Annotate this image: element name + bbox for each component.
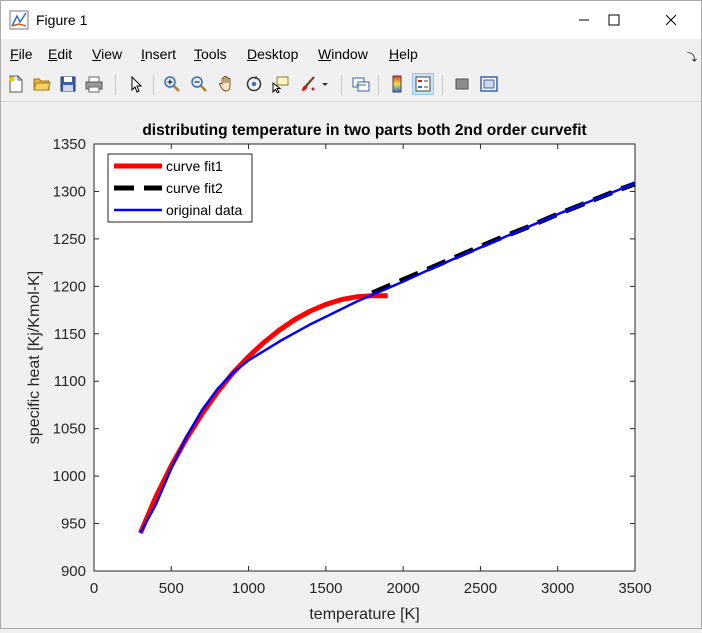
maximize-icon [608,14,620,26]
save-button[interactable] [57,73,79,95]
chart-title: distributing temperature in two parts bo… [142,122,586,139]
x-tick-label: 3000 [541,580,574,597]
edit-plot-button[interactable] [125,73,147,95]
figure-canvas: 0 500 1000 1500 2000 2500 3000 3500 900 950 1000 1… [1,102,701,628]
menu-bar: File Edit View Insert Tools Desktop Wind… [1,41,701,67]
toolbar-separator [115,75,116,95]
y-tick-label: 1350 [53,136,86,153]
y-tick-label: 950 [61,516,86,533]
x-tick-label: 0 [90,580,98,597]
brush-icon [302,76,315,91]
toolbar-separator [153,75,154,95]
plot-series [138,181,636,534]
print-icon [85,76,103,93]
x-axis-ticks: 0 500 1000 1500 2000 2500 3000 3500 [90,144,652,597]
menu-help[interactable]: Help [389,46,418,62]
menu-insert[interactable]: Insert [141,46,177,62]
menu-edit[interactable]: Edit [48,46,73,62]
x-tick-label: 1500 [309,580,342,597]
pointer-icon [131,75,143,93]
minimize-button[interactable] [561,1,607,39]
minimize-icon [579,19,589,21]
toolbar-separator [442,75,443,95]
y-axis-ticks: 900 950 1000 1050 1100 1150 1200 1250 1300 1350 [53,136,635,580]
insert-colorbar-button[interactable] [386,73,408,95]
menu-desktop[interactable]: Desktop [247,46,299,62]
toolbar-separator [378,75,379,95]
dock-arrow-icon[interactable]: ⤵ [687,53,697,64]
hide-plot-tools-icon [455,78,469,90]
pan-button[interactable] [215,73,237,95]
y-tick-label: 1250 [53,231,86,248]
menu-view[interactable]: View [92,46,123,62]
x-axis-label: temperature [K] [309,606,419,623]
y-tick-label: 1050 [53,421,86,438]
toolbar-separator [341,75,342,95]
menu-window[interactable]: Window [318,46,368,62]
title-bar[interactable]: Figure 1 [1,1,701,39]
colorbar-icon [392,75,402,93]
axes-box [93,143,636,572]
pan-hand-icon [218,76,231,92]
legend[interactable]: curve fit1 curve fit2 original data [107,153,253,223]
x-tick-label: 500 [159,580,184,597]
insert-legend-button[interactable] [412,73,434,95]
x-tick-label: 2000 [386,580,419,597]
plot-canvas[interactable]: 0 500 1000 1500 2000 2500 3000 3500 900 950 1000 1… [1,102,701,628]
print-button[interactable] [83,73,105,95]
hide-plot-tools-button[interactable] [451,73,473,95]
y-tick-label: 1150 [54,326,86,343]
open-file-button[interactable] [31,73,53,95]
maximize-button[interactable] [591,1,637,39]
show-plot-tools-button[interactable] [478,73,500,95]
legend-label-original-data: original data [166,202,242,218]
zoom-in-icon [164,76,180,92]
y-tick-label: 900 [61,563,86,580]
rotate-3d-icon [246,76,262,92]
window-title: Figure 1 [36,12,88,28]
brush-dropdown-button[interactable] [319,73,331,95]
zoom-out-icon [191,76,207,92]
legend-icon [415,76,431,92]
zoom-out-button[interactable] [188,73,210,95]
y-axis-label: specific heat [Kj/Kmol-K] [26,271,43,444]
open-file-icon [33,78,51,91]
y-tick-label: 1300 [53,183,86,200]
close-button[interactable] [648,1,694,39]
brush-button[interactable] [297,73,319,95]
series-line-original-data [139,181,636,534]
legend-label-curve-fit2: curve fit2 [166,180,223,196]
legend-label-curve-fit1: curve fit1 [166,158,223,174]
x-tick-label: 1000 [232,580,265,597]
link-plot-button[interactable] [350,73,372,95]
link-plot-icon [352,77,370,92]
brush-dropdown-icon [322,83,328,86]
menu-tools[interactable]: Tools [194,46,227,62]
y-tick-label: 1100 [54,373,86,390]
rotate-3d-button[interactable] [243,73,265,95]
new-figure-icon [9,75,23,93]
save-icon [60,76,76,92]
zoom-in-button[interactable] [161,73,183,95]
figure-toolbar [1,69,701,102]
data-cursor-button[interactable] [269,73,291,95]
new-figure-button[interactable] [5,73,27,95]
show-plot-tools-icon [480,76,498,92]
data-cursor-icon [272,76,289,93]
x-tick-label: 2500 [464,580,497,597]
y-tick-label: 1000 [53,468,86,485]
matlab-icon [9,10,29,30]
menu-file[interactable]: File [10,46,33,62]
close-icon [665,14,677,26]
y-tick-label: 1200 [53,278,86,295]
x-tick-label: 3500 [618,580,651,597]
